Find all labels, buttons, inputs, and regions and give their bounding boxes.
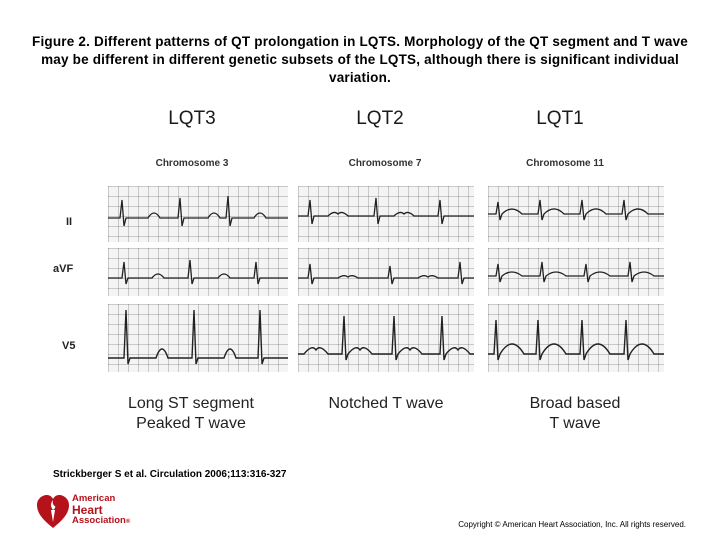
description-lqt1-line1: Broad based — [529, 395, 621, 412]
aha-logo-association: Association — [72, 515, 126, 526]
ecg-strip-lqt3-ii — [108, 186, 288, 242]
lead-label-avf: aVF — [53, 263, 74, 275]
description-lqt3: Long ST segment Peaked T wave — [91, 394, 291, 434]
lead-label-v5: V5 — [62, 340, 76, 352]
heart-torch-icon — [37, 495, 69, 528]
copyright-notice: Copyright © American Heart Association, … — [458, 520, 686, 529]
ecg-strip-lqt3-avf — [108, 248, 288, 296]
lead-label-ii: II — [66, 216, 73, 228]
figure-caption: Figure 2. Different patterns of QT prolo… — [32, 34, 688, 85]
description-lqt1: Broad based T wave — [475, 394, 675, 434]
ecg-strip-lqt3-v5 — [108, 304, 288, 372]
description-lqt3-line1: Long ST segment — [127, 395, 254, 412]
aha-logo: American Heart Association® — [36, 492, 146, 532]
column-title-lqt3: LQT3 — [168, 108, 216, 129]
ecg-strip-lqt1-ii — [488, 186, 664, 242]
chromosome-label-lqt3: Chromosome 3 — [155, 158, 229, 169]
column-title-lqt1: LQT1 — [536, 108, 584, 129]
chromosome-label-lqt1: Chromosome 11 — [526, 158, 604, 169]
ecg-strip-lqt2-v5 — [298, 304, 474, 372]
chromosome-label-lqt2: Chromosome 7 — [348, 158, 422, 169]
description-lqt3-line2: Peaked T wave — [136, 415, 246, 432]
ecg-strip-lqt1-avf — [488, 248, 664, 296]
citation: Strickberger S et al. Circulation 2006;1… — [53, 469, 287, 480]
aha-logo-line3: Association® — [72, 516, 130, 527]
aha-logo-line2: Heart — [72, 503, 103, 517]
aha-logo-line1: American — [72, 493, 116, 504]
description-lqt2: Notched T wave — [286, 394, 486, 414]
ecg-strip-lqt2-avf — [298, 248, 474, 296]
aha-logo-mark: ® — [125, 519, 131, 525]
description-lqt1-line2: T wave — [549, 415, 601, 432]
description-lqt2-line1: Notched T wave — [328, 395, 444, 412]
aha-logo-text: American Heart Association® — [72, 494, 130, 527]
column-title-lqt2: LQT2 — [356, 108, 404, 129]
ecg-strip-lqt2-ii — [298, 186, 474, 242]
ecg-strip-lqt1-v5 — [488, 304, 664, 372]
